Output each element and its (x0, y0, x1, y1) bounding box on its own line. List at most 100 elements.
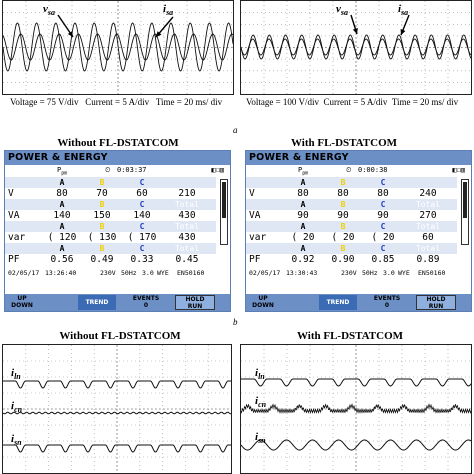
isa-arrow-right-head (400, 29, 406, 35)
current-trace-right (241, 38, 471, 56)
phase-a-cell: A (59, 222, 65, 231)
meter-timer: 0:03:37 (117, 166, 147, 174)
phase-b-cell: ( 130 (87, 232, 117, 243)
phase-a-cell: 90 (297, 210, 309, 221)
phase-c-cell: 0.33 (130, 254, 154, 265)
phase-b-cell: 150 (93, 210, 111, 221)
icn-label-right: icn (255, 395, 267, 410)
hold-run-button[interactable]: HOLD RUN (416, 295, 456, 310)
phase-a-cell: 80 (297, 188, 309, 199)
phase-c-cell: 0.85 (371, 254, 395, 265)
phase-b-cell: 70 (96, 188, 108, 199)
waveform-c-right (241, 345, 471, 473)
total-cell: Total (415, 222, 441, 231)
meter-title: POWER & ENERGY (246, 151, 471, 165)
scrollbar[interactable] (461, 179, 469, 245)
phase-a-cell: A (59, 200, 65, 209)
isa-label-right: isa (398, 3, 409, 18)
meter-title: POWER & ENERGY (5, 151, 230, 165)
row-label: VA (249, 210, 261, 221)
total-cell: 0.89 (416, 254, 440, 265)
phase-b-cell: B (340, 244, 346, 253)
iln-label-left: iln (11, 367, 21, 382)
row-label: PF (249, 254, 261, 265)
status-line: 02/05/17 13:26:40 230V 50Hz 3.0 WYE EN50160 (5, 268, 230, 278)
isn-label-right: isn (255, 431, 266, 446)
scroll-thumb[interactable] (463, 182, 467, 218)
meter-row: VA 140 150 140 430 (5, 210, 216, 221)
phase-c-cell: 90 (377, 210, 389, 221)
total-cell: 240 (419, 188, 437, 199)
phase-b-cell: 0.49 (90, 254, 114, 265)
total-cell: Total (174, 244, 200, 253)
isn-trace-right (241, 439, 471, 451)
total-cell: 270 (419, 210, 437, 221)
figure-label-b: b (233, 317, 238, 327)
phase-a-cell: 0.56 (50, 254, 74, 265)
icn-trace-right (241, 403, 471, 414)
total-cell: 210 (178, 188, 196, 199)
total-cell: 0.45 (175, 254, 199, 265)
phase-b-cell: B (99, 222, 105, 231)
phase-b-cell: 80 (337, 188, 349, 199)
scope-c-left: iln icn isn (2, 344, 232, 474)
phase-a-cell: 140 (53, 210, 71, 221)
phase-a-cell: A (300, 244, 306, 253)
vsa-arrow-right-head (352, 28, 358, 34)
scope-a-right: vsa isa (240, 0, 472, 95)
meter-row: A B C Total (5, 243, 216, 254)
isa-arrow-left-head (156, 31, 162, 37)
grid-a-right (241, 1, 471, 94)
caption-a-left: Voltage = 75 V/div Current = 5 A/div Tim… (10, 97, 223, 107)
total-cell: Total (174, 222, 200, 231)
meter-row: A B C (5, 177, 216, 188)
status-line: 02/05/17 13:30:43 230V 50Hz 3.0 WYE EN50160 (246, 268, 471, 278)
meter-header: Ppm ⏲ 0:03:37 ◧☐▥ (5, 165, 230, 176)
softkey-bar: UP DOWN TREND EVENTS 0 HOLD RUN (246, 294, 471, 311)
phase-b-cell: ( 20 (331, 232, 355, 243)
total-cell: 430 (178, 232, 196, 243)
icn-trace-left (3, 411, 231, 415)
meter-row: var ( 120 ( 130 ( 170 430 (5, 232, 216, 243)
grid-a-left (3, 1, 233, 94)
trend-button[interactable]: TREND (319, 295, 357, 310)
caption-a-right: Voltage = 100 V/div Current = 5 A/div Ti… (246, 97, 459, 107)
voltage-trace-left (3, 22, 233, 72)
phase-b-cell: B (340, 200, 346, 209)
hold-run-button[interactable]: HOLD RUN (175, 295, 215, 310)
phase-b-cell: 0.90 (331, 254, 355, 265)
meter-row: A B C Total (5, 221, 216, 232)
up-down-button[interactable]: UP DOWN (252, 295, 274, 309)
meter-row: VA 90 90 90 270 (246, 210, 457, 221)
phase-b-cell: B (99, 244, 105, 253)
scrollbar[interactable] (220, 179, 228, 245)
scroll-thumb[interactable] (222, 182, 226, 218)
timer-icon: ⏲ (346, 166, 352, 174)
phase-b-cell: B (340, 178, 346, 187)
meter-timer: 0:00:38 (358, 166, 388, 174)
up-down-button[interactable]: UP DOWN (11, 295, 33, 309)
waveform-a-right (241, 1, 471, 94)
heading-c-left: Without FL-DSTATCOM (59, 330, 181, 342)
phase-c-cell: 60 (136, 188, 148, 199)
waveform-a-left (3, 1, 233, 94)
meter-mode: Ppm (298, 166, 309, 177)
trend-button[interactable]: TREND (78, 295, 116, 310)
phase-b-cell: B (99, 178, 105, 187)
events-button[interactable]: EVENTS 0 (373, 295, 401, 309)
phase-c-cell: C (139, 244, 145, 253)
phase-b-cell: 90 (337, 210, 349, 221)
phase-c-cell: C (139, 222, 145, 231)
heading-b-left: Without FL-DSTATCOM (57, 137, 179, 149)
meter-row: V 80 70 60 210 (5, 188, 216, 199)
phase-c-cell: C (139, 178, 145, 187)
waveform-c-left (3, 345, 231, 473)
phase-c-cell: ( 20 (371, 232, 395, 243)
vsa-arrow-left-head (67, 31, 73, 37)
isn-trace-left (3, 444, 231, 453)
phase-a-cell: ( 20 (291, 232, 315, 243)
iln-label-right: iln (255, 367, 265, 382)
total-cell: 60 (422, 232, 434, 243)
isa-label-left: isa (163, 3, 174, 18)
events-button[interactable]: EVENTS 0 (132, 295, 160, 309)
